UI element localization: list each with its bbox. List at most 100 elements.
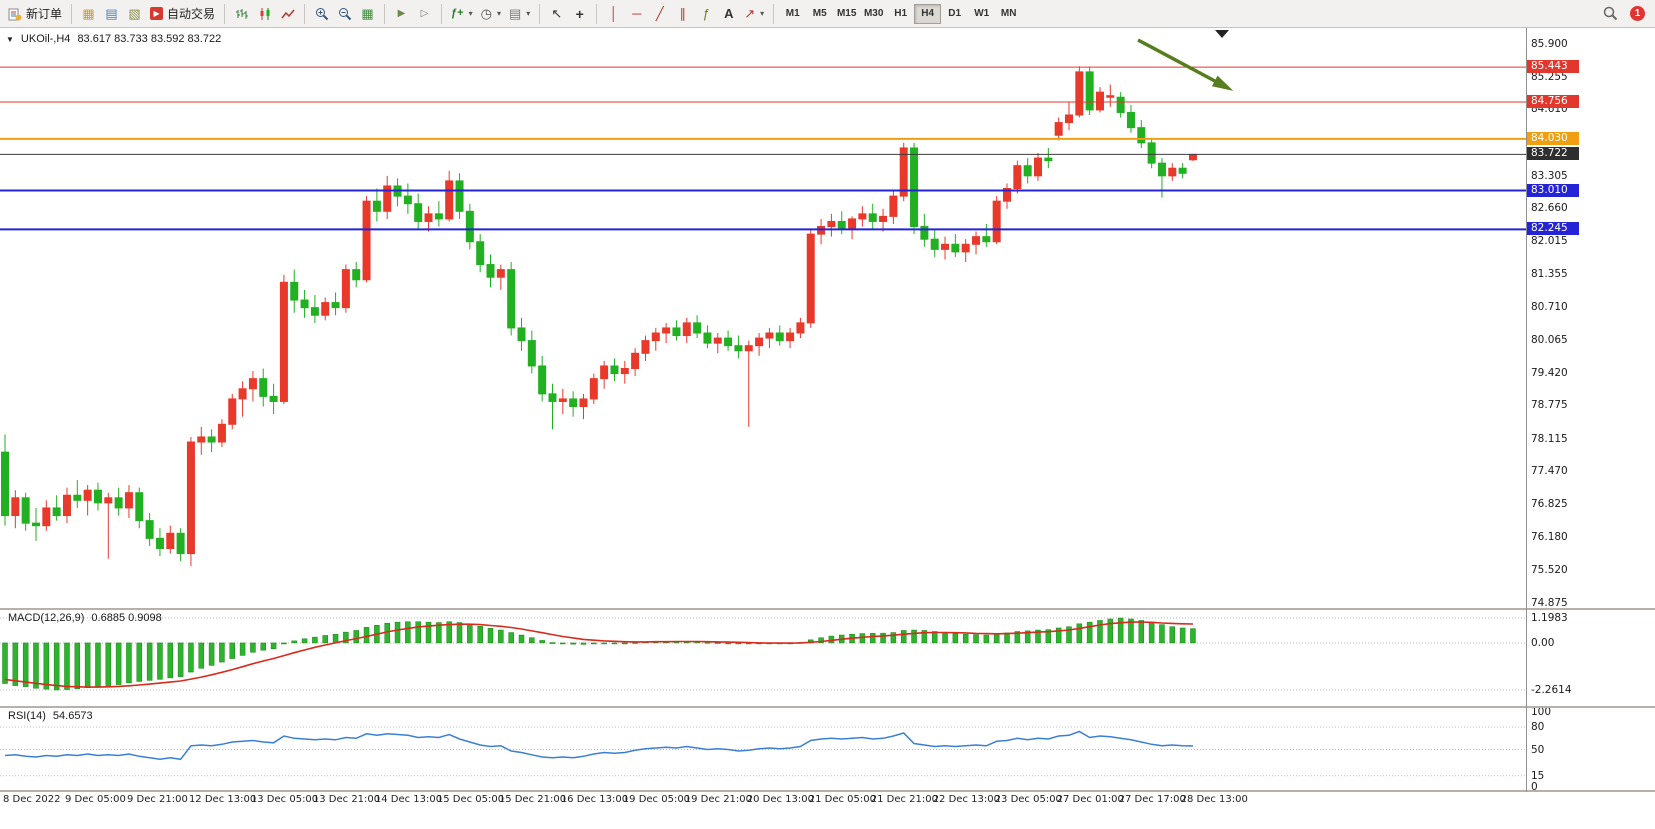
search-button[interactable] [1599,3,1622,25]
macd-histogram-bar [1024,630,1031,644]
candle [31,522,40,527]
date-label: 16 Dec 13:00 [560,794,629,805]
macd-histogram-bar [560,642,566,645]
chart-dropdown-icon[interactable]: ▼ [6,34,14,44]
timeframe-button-m1[interactable]: M1 [779,4,806,24]
arrows-tool-button[interactable]: ↗ ▾ [740,3,768,25]
timeframe-button-w1[interactable]: W1 [968,4,995,24]
macd-histogram-bar [921,630,928,644]
vertical-line-button[interactable]: │ [602,3,625,25]
line-chart-button[interactable] [276,3,299,25]
macd-histogram-bar [498,629,504,644]
macd-histogram-bar [1014,631,1021,644]
trend-arrow[interactable] [1137,38,1229,90]
date-label: 19 Dec 21:00 [684,794,753,805]
macd-histogram-bar [270,642,277,650]
toolbar-separator [304,3,306,24]
timeframe-button-m30[interactable]: M30 [860,4,887,24]
candle [1023,165,1032,177]
toolbar-separator [596,3,598,24]
zoom-in-button[interactable] [310,3,333,25]
candle [548,393,557,402]
macd-histogram-bar [126,642,132,684]
tile-windows-button[interactable]: ▦ [356,3,379,25]
timeframe-button-m5[interactable]: M5 [806,4,833,24]
timeframe-button-mn[interactable]: MN [995,4,1022,24]
macd-histogram-bar [53,642,60,691]
macd-signal-line [4,621,1193,688]
candle [713,337,722,344]
timeframe-button-d1[interactable]: D1 [941,4,968,24]
cursor-button[interactable]: ↖ [545,3,568,25]
price-badge: 82.245 [1527,222,1579,236]
rsi-panel[interactable] [0,708,1655,790]
crosshair-icon: + [575,5,584,22]
candle [331,302,340,309]
chart-ohlc: 83.617 83.733 83.592 83.722 [77,33,222,45]
rsi-axis-label: 80 [1531,721,1545,733]
trendline-button[interactable]: ╱ [648,3,671,25]
notification-badge[interactable]: 1 [1630,6,1645,21]
candle [858,213,867,220]
candle [1034,157,1042,177]
zoom-out-button[interactable] [333,3,356,25]
market-watch-button[interactable]: ▦ [77,3,100,25]
candle [310,307,319,316]
text-tool-icon: A [724,6,734,21]
macd-histogram-bar [1004,632,1010,644]
date-label: 27 Dec 17:00 [1118,794,1186,805]
chart-symbol-period: UKOil-,H4 [20,33,71,45]
navigator-button[interactable]: ▧ [123,3,146,25]
auto-scroll-icon: ▶ [397,7,406,19]
macd-histogram-bar [508,632,514,644]
price-axis-label: 83.305 [1531,169,1568,182]
macd-histogram-bar [105,642,112,686]
price-axis-label: 76.825 [1531,498,1568,511]
candle [1,451,9,517]
macd-values: 0.6885 0.9098 [91,612,162,624]
periods-button[interactable]: ◷ ▾ [477,3,505,25]
candle [848,218,857,230]
panel-separator[interactable] [0,706,1655,708]
candle [538,365,547,395]
fibonacci-button[interactable]: ƒ [694,3,717,25]
timeframe-button-h1[interactable]: H1 [887,4,914,24]
auto-scroll-button[interactable]: ▶ [390,3,413,25]
macd-histogram-bar [580,642,587,645]
templates-button[interactable]: ▤ ▾ [505,3,534,25]
macd-histogram-bar [198,642,205,669]
crosshair-button[interactable]: + [568,3,591,25]
rsi-axis-label: 100 [1531,706,1552,718]
candlestick-chart[interactable] [0,28,1655,608]
candlestick-chart-button[interactable] [253,3,276,25]
candle [1075,71,1084,116]
text-tool-button[interactable]: A [717,3,740,25]
timeframe-button-h4[interactable]: H4 [914,3,942,24]
macd-histogram-bar [931,631,938,644]
candle [207,436,216,443]
date-label: 9 Dec 05:00 [64,794,126,805]
candle [279,281,288,402]
price-axis-label: 75.520 [1531,564,1568,577]
new-order-button[interactable]: 新订单 [4,3,66,25]
panel-separator[interactable] [0,608,1655,610]
bar-chart-button[interactable] [230,3,253,25]
candle [693,322,702,334]
chart-shift-button[interactable]: ▷ [413,3,436,25]
autotrading-button[interactable]: ▶ 自动交易 [146,3,219,25]
timeframe-button-m15[interactable]: M15 [833,4,860,24]
macd-histogram-bar [74,642,81,689]
data-window-button[interactable]: ▤ [100,3,123,25]
indicators-button[interactable]: ƒ+ ▾ [447,3,477,25]
macd-panel[interactable] [0,610,1655,706]
candle [837,220,846,230]
candle [662,327,671,334]
channel-button[interactable]: ∥ [671,3,694,25]
date-label: 28 Dec 13:00 [1180,794,1248,805]
macd-histogram-bar [43,642,50,690]
date-label: 21 Dec 21:00 [870,794,938,805]
horizontal-line-button[interactable]: ─ [625,3,648,25]
object-anchor-triangle-icon[interactable] [1215,30,1229,38]
macd-histogram-bar [353,630,359,644]
zoom-in-icon [315,7,328,20]
